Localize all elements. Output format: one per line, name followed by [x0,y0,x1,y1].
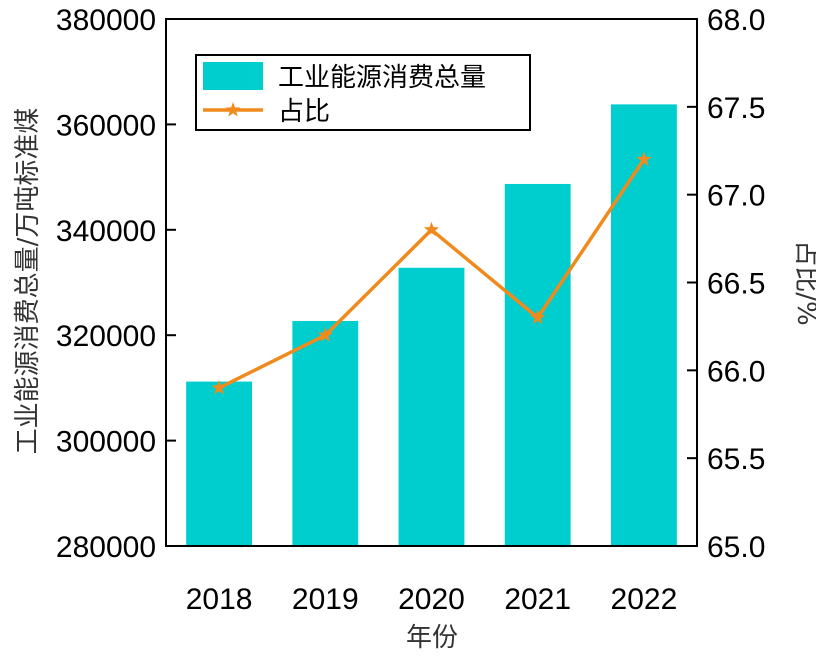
bar-series [186,104,677,547]
y-tick-label: 380000 [56,4,156,37]
bar-2022 [610,104,677,547]
legend: 工业能源消费总量 占比 [195,54,531,131]
x-axis: 2018 2019 2020 2021 2022 [186,583,678,616]
y-right-tick-label: 68.0 [707,4,765,37]
y-right-tick-label: 65.0 [707,531,765,564]
x-axis-title: 年份 [406,623,458,653]
line-series [211,151,652,395]
legend-box [195,54,531,131]
x-tick-label: 2019 [292,583,359,616]
x-tick-label: 2018 [186,583,253,616]
legend-bar-swatch [203,62,263,90]
right-axis: 65.0 65.5 66.0 66.5 67.0 67.5 68.0 [687,4,765,564]
y-right-tick-label: 66.0 [707,355,765,388]
y-right-axis-title: 占比/% [791,240,816,325]
point-2021 [530,309,546,325]
legend-star-marker [225,102,241,117]
y-tick-label: 320000 [56,320,156,353]
left-axis: 280000 300000 320000 340000 360000 380000 [56,4,176,564]
x-tick-label: 2022 [611,583,678,616]
legend-bar-label: 工业能源消费总量 [278,63,486,93]
bar-2018 [186,381,253,546]
y-tick-label: 360000 [56,109,156,142]
bar-2021 [504,183,571,547]
y-tick-label: 340000 [56,215,156,248]
y-tick-label: 300000 [56,426,156,459]
x-tick-label: 2020 [398,583,465,616]
x-tick-label: 2021 [504,583,571,616]
point-2020 [423,221,440,237]
y-right-tick-label: 67.5 [707,92,765,125]
point-2018 [211,379,227,395]
point-2022 [636,151,652,167]
y-right-tick-label: 65.5 [707,443,765,476]
y-tick-label: 280000 [56,531,156,564]
y-right-tick-label: 66.5 [707,268,765,301]
y-right-tick-label: 67.0 [707,180,765,213]
y-axis-title: 工业能源消费总量/万吨标准煤 [13,108,43,455]
bar-2020 [398,267,465,546]
legend-line-label: 占比 [278,97,330,127]
point-2019 [317,327,333,342]
bar-2019 [292,320,359,546]
